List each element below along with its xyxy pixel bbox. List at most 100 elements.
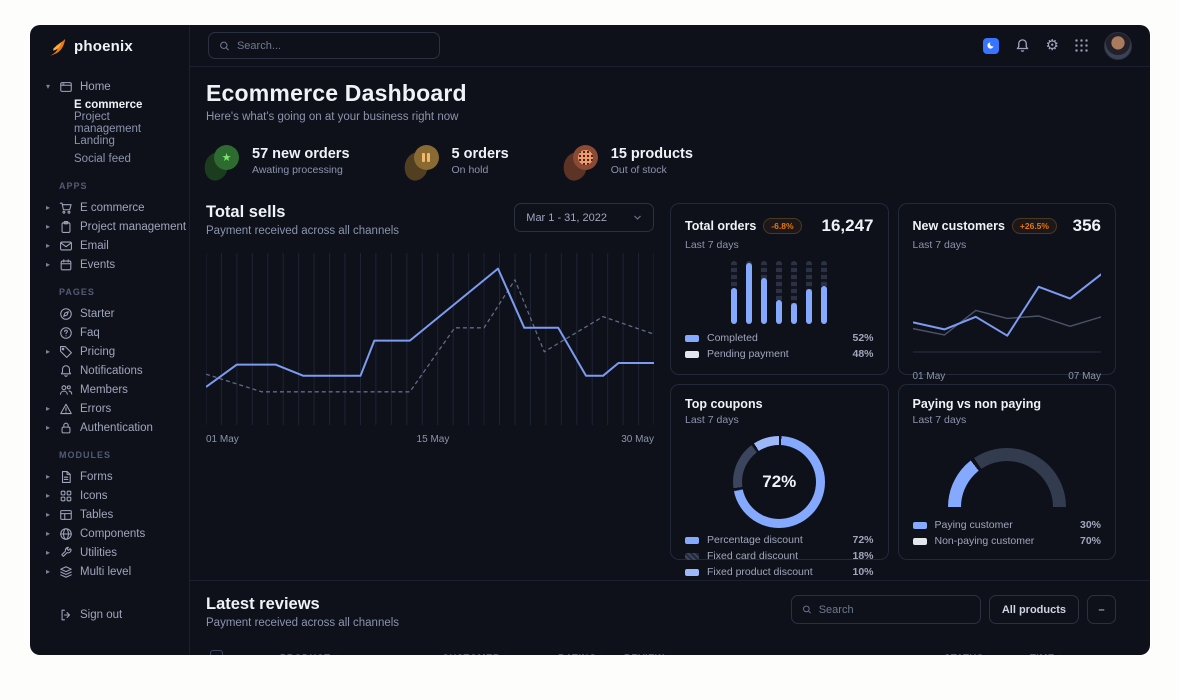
search-icon	[802, 605, 811, 614]
card-title: New customers	[912, 219, 1005, 233]
sidebar-item-components[interactable]: ▸ Components	[45, 527, 146, 540]
sidebar-subitem-e-commerce[interactable]: E commerce	[74, 99, 143, 111]
out-of-stock-icon	[577, 150, 593, 165]
all-products-button[interactable]: All products	[988, 595, 1079, 624]
stat-value: 15 products	[610, 146, 693, 162]
order-bar	[776, 261, 783, 324]
sidebar-item-multi-level[interactable]: ▸ Multi level	[45, 565, 132, 578]
page-subtitle: Here's what's going on at your business …	[206, 111, 459, 123]
reviews-subtitle: Payment received across all channels	[206, 617, 400, 629]
legend-item: Fixed card discount 18%	[685, 548, 874, 564]
sidebar-subitem-project-management[interactable]: Project management	[74, 111, 142, 135]
sidebar-item-forms[interactable]: ▸ Forms	[45, 470, 113, 483]
column-header-product[interactable]: PRODUCT⇅	[234, 643, 438, 655]
user-avatar[interactable]	[1104, 31, 1132, 60]
sidebar-item-authentication[interactable]: ▸ Authentication	[45, 421, 153, 434]
sidebar-subitem-social-feed[interactable]: Social feed	[74, 153, 131, 165]
sidebar-item-starter[interactable]: Starter	[44, 304, 179, 323]
order-bar	[761, 261, 768, 324]
sidebar-item-home[interactable]: ▾ Home	[45, 80, 111, 93]
total-sells-subtitle: Payment received across all channels	[206, 225, 400, 237]
date-range-select[interactable]: Mar 1 - 31, 2022	[514, 203, 654, 232]
legend-item: Percentage discount 72%	[685, 532, 874, 548]
legend-swatch	[685, 552, 699, 560]
browser-icon	[60, 81, 72, 92]
search-input[interactable]	[236, 39, 429, 52]
phoenix-logo-icon	[49, 38, 66, 56]
total-sells-title: Total sells	[206, 203, 286, 221]
column-header-review[interactable]: REVIEW⇅	[620, 643, 940, 655]
caret-icon: ▸	[45, 404, 50, 413]
column-header-time[interactable]: TIME⇅	[1026, 643, 1100, 655]
sort-icon[interactable]: ⇅	[1057, 654, 1064, 656]
sidebar-item-project-management[interactable]: ▸ Project management	[45, 220, 187, 233]
legend-item: Completed 52%	[685, 330, 874, 346]
sidebar-item-errors[interactable]: ▸ Errors	[45, 402, 112, 415]
sidebar-item-pricing[interactable]: ▸ Pricing	[45, 345, 116, 358]
main-area: ⚙ Ecommerce Dashboard Here's what's goin…	[190, 25, 1150, 655]
legend-swatch	[912, 537, 927, 545]
top-coupons-legend: Percentage discount 72% Fixed card discou…	[685, 532, 874, 580]
topbar-search[interactable]	[208, 32, 440, 59]
new-customers-value: 356	[1072, 216, 1101, 235]
legend-swatch	[685, 536, 699, 544]
caret-icon: ▸	[45, 529, 50, 538]
sidebar-subitem-landing[interactable]: Landing	[74, 135, 115, 147]
sort-icon[interactable]: ⇅	[502, 654, 509, 656]
stat-item: 15 products Out of stock	[559, 143, 693, 184]
reviews-more-button[interactable]: –	[1087, 595, 1116, 624]
caret-icon: ▸	[45, 472, 50, 481]
total-sells-x-axis: 01 May 15 May 30 May	[206, 434, 654, 447]
donut-center-value: 72%	[762, 472, 797, 491]
paying-card: Paying vs non paying Last 7 days Paying …	[897, 384, 1116, 560]
globe-icon	[60, 527, 72, 540]
card-title: Paying vs non paying	[912, 397, 1042, 411]
card-period: Last 7 days	[912, 239, 967, 251]
sidebar-item-email[interactable]: ▸ Email	[45, 239, 109, 252]
paying-gauge	[947, 448, 1066, 507]
gear-icon[interactable]: ⚙	[1045, 37, 1059, 54]
card-title: Total orders	[685, 219, 757, 233]
sidebar-item-faq[interactable]: Faq	[44, 323, 179, 342]
x-tick: 15 May	[416, 434, 450, 445]
stat-item: 5 orders On hold	[399, 143, 509, 184]
sort-icon[interactable]: ⇅	[599, 654, 606, 656]
reviews-search-input[interactable]	[818, 603, 970, 616]
sidebar-item-sign-out[interactable]: Sign out	[44, 605, 179, 624]
moon-icon	[987, 42, 994, 49]
sidebar-item-e-commerce[interactable]: ▸ E commerce	[45, 201, 145, 214]
bell-icon	[60, 364, 72, 377]
column-header-rating[interactable]: RATING⇅	[554, 643, 620, 655]
lock-icon	[61, 422, 71, 433]
sidebar-item-members[interactable]: Members	[44, 380, 179, 399]
brand-name: phoenix	[74, 37, 133, 55]
column-header-customer[interactable]: CUSTOMER⇅	[438, 643, 554, 655]
theme-toggle[interactable]	[982, 37, 999, 54]
users-icon	[60, 384, 73, 395]
sidebar-item-notifications[interactable]: Notifications	[44, 361, 179, 380]
card-period: Last 7 days	[912, 414, 967, 426]
cart-icon	[59, 202, 72, 214]
sort-icon[interactable]: ⇅	[986, 654, 993, 656]
order-bar	[806, 261, 813, 324]
stat-item: ★ 57 new orders Awating processing	[200, 143, 350, 184]
sidebar-item-events[interactable]: ▸ Events	[45, 258, 116, 271]
x-tick: 01 May	[912, 371, 946, 382]
new-customers-x-axis: 01 May 07 May	[913, 371, 1102, 382]
select-all-checkbox[interactable]	[210, 650, 223, 655]
sort-icon[interactable]: ⇅	[666, 654, 673, 656]
sidebar-item-tables[interactable]: ▸ Tables	[45, 508, 114, 521]
reviews-search[interactable]	[790, 595, 981, 624]
sidebar-item-icons[interactable]: ▸ Icons	[45, 489, 108, 502]
column-header-status[interactable]: STATUS⇅	[940, 643, 1026, 655]
sidebar-item-utilities[interactable]: ▸ Utilities	[45, 546, 118, 559]
brand[interactable]: phoenix	[30, 25, 189, 67]
legend-swatch	[912, 521, 927, 529]
sort-icon[interactable]: ⇅	[332, 654, 339, 656]
bell-icon[interactable]	[1015, 38, 1030, 53]
tag-icon	[60, 345, 72, 358]
apps-grid-icon[interactable]	[1075, 39, 1088, 52]
warning-icon	[60, 403, 72, 414]
compass-icon	[60, 307, 72, 320]
caret-icon: ▸	[45, 241, 50, 250]
